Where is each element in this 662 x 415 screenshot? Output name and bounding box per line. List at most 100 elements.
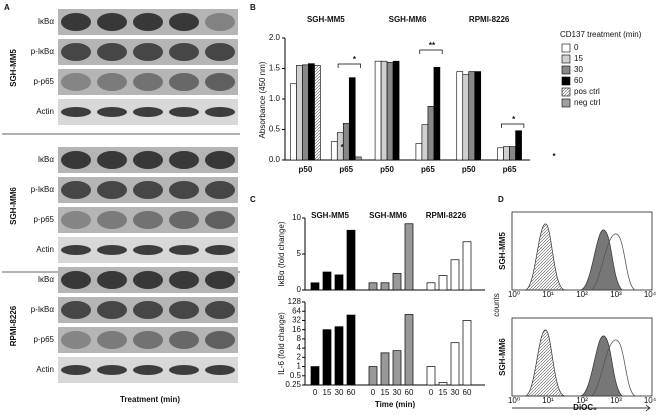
y-tick-label: 10 xyxy=(292,213,301,222)
y-tick-label: 128 xyxy=(288,297,302,306)
blot-band xyxy=(97,301,127,319)
blot-band xyxy=(61,211,91,229)
blot-row-label: IκBα xyxy=(38,17,55,26)
significance: ** xyxy=(429,41,436,50)
flow-panel-label: SGH-MM5 xyxy=(498,232,507,270)
blot-row-label: IκBα xyxy=(38,275,55,284)
bar xyxy=(334,274,344,291)
significance: * xyxy=(353,55,357,64)
y-tick-label: 16 xyxy=(292,325,301,334)
blot-row-label: p-IκBα xyxy=(31,47,55,56)
blot-band xyxy=(205,301,235,319)
bar xyxy=(314,65,321,161)
bar xyxy=(509,146,516,161)
blot-band xyxy=(61,331,91,349)
blot-band xyxy=(61,13,91,31)
blot-band xyxy=(97,271,127,289)
panel-letter: A xyxy=(4,3,10,12)
y-tick-label: 2.0 xyxy=(269,33,281,42)
x-tick-label: p50 xyxy=(462,165,476,174)
bar xyxy=(346,314,356,386)
y-tick-label: 0 xyxy=(297,285,302,294)
x-tick-label: p65 xyxy=(421,165,435,174)
bar xyxy=(310,366,320,386)
blot-band xyxy=(61,151,91,169)
x-tick-label: 10² xyxy=(576,396,588,405)
blot-band xyxy=(133,151,163,169)
bar xyxy=(334,326,344,386)
blot-band xyxy=(205,211,235,229)
bar xyxy=(438,275,448,291)
blot-band xyxy=(61,245,91,255)
blot-band xyxy=(61,43,91,61)
y-axis-label: Absorbance (450 nm) xyxy=(258,61,267,138)
x-axis-label: Time (min) xyxy=(375,400,416,409)
bar xyxy=(310,282,320,291)
blot-band xyxy=(169,151,199,169)
x-tick-label: 30 xyxy=(393,388,402,397)
histogram-control xyxy=(524,329,566,397)
y-tick-label: 1 xyxy=(297,362,302,371)
blot-band xyxy=(133,43,163,61)
blot-band xyxy=(205,181,235,199)
bar xyxy=(404,223,414,291)
bar xyxy=(515,130,522,161)
x-axis-label: DiOC₆ xyxy=(573,403,597,412)
x-tick-label: 30 xyxy=(451,388,460,397)
y-tick-label: 64 xyxy=(292,306,301,315)
blot-band xyxy=(97,107,127,117)
panel-letter: C xyxy=(250,195,256,204)
blot-band xyxy=(205,13,235,31)
blot-row-label: IκBα xyxy=(38,155,55,164)
blot-row-label: Actin xyxy=(36,245,54,254)
x-tick-label: p65 xyxy=(503,165,517,174)
blot-band xyxy=(133,331,163,349)
bar xyxy=(392,350,402,386)
bar xyxy=(450,342,460,386)
x-arrow xyxy=(512,404,651,412)
bar xyxy=(342,123,350,161)
cell-line-label: SGH-MM6 xyxy=(9,187,18,225)
bar xyxy=(330,141,338,161)
blot-row-label: Actin xyxy=(36,107,54,116)
blot-band xyxy=(133,245,163,255)
blot-row-label: p-IκBα xyxy=(31,305,55,314)
bar xyxy=(421,124,429,161)
significance: * xyxy=(512,115,516,124)
bar xyxy=(404,314,414,386)
y-tick-label: 2 xyxy=(297,352,302,361)
blot-band xyxy=(97,245,127,255)
bracket xyxy=(419,49,443,54)
blot-row-label: p-IκBα xyxy=(31,185,55,194)
x-tick-label: p50 xyxy=(380,165,394,174)
blot-band xyxy=(61,301,91,319)
bar xyxy=(380,60,388,161)
blot-band xyxy=(205,245,235,255)
blot-row-label: p-p65 xyxy=(34,215,55,224)
blot-band xyxy=(205,107,235,117)
bar xyxy=(386,62,394,161)
bar xyxy=(308,63,315,161)
blot-band xyxy=(133,73,163,91)
blot-band xyxy=(97,365,127,375)
x-tick-label: 0 xyxy=(429,388,434,397)
x-tick-label: 15 xyxy=(381,388,390,397)
bar xyxy=(462,74,470,161)
legend-label: 0 xyxy=(574,43,579,52)
blot-band xyxy=(205,73,235,91)
x-tick-label: p65 xyxy=(339,165,353,174)
y-tick-label: 0.5 xyxy=(269,125,281,134)
bar xyxy=(503,146,510,161)
panel-letter: D xyxy=(498,195,504,204)
blot-band xyxy=(133,13,163,31)
y-tick-label: 1.5 xyxy=(269,64,281,73)
flow-panel-label: SGH-MM6 xyxy=(498,338,507,376)
x-tick-label: 60 xyxy=(463,388,472,397)
legend-label: 60 xyxy=(574,76,583,85)
group-title: RPMI-8226 xyxy=(426,211,467,220)
y-axis-label: counts xyxy=(492,293,501,317)
legend-swatch xyxy=(561,76,571,86)
legend-label: 15 xyxy=(574,54,583,63)
x-tick-label: p50 xyxy=(299,165,313,174)
